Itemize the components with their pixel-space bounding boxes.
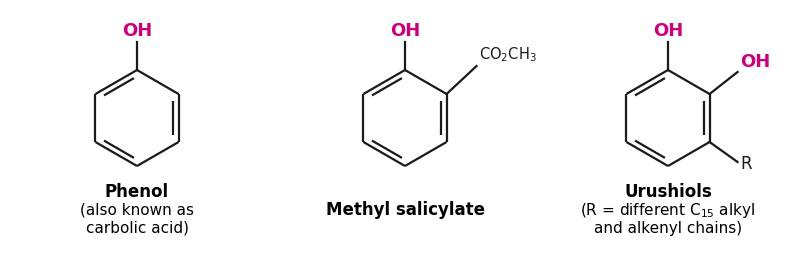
Text: R: R bbox=[740, 155, 752, 173]
Text: and alkenyl chains): and alkenyl chains) bbox=[594, 220, 742, 236]
Text: OH: OH bbox=[122, 22, 152, 40]
Text: (R = different C$_{15}$ alkyl: (R = different C$_{15}$ alkyl bbox=[581, 201, 756, 219]
Text: carbolic acid): carbolic acid) bbox=[86, 220, 189, 236]
Text: OH: OH bbox=[740, 53, 770, 71]
Text: CO$_2$CH$_3$: CO$_2$CH$_3$ bbox=[479, 45, 536, 64]
Text: OH: OH bbox=[390, 22, 420, 40]
Text: Phenol: Phenol bbox=[105, 183, 169, 201]
Text: Urushiols: Urushiols bbox=[625, 183, 712, 201]
Text: Methyl salicylate: Methyl salicylate bbox=[326, 201, 484, 219]
Text: (also known as: (also known as bbox=[80, 202, 194, 218]
Text: OH: OH bbox=[653, 22, 683, 40]
